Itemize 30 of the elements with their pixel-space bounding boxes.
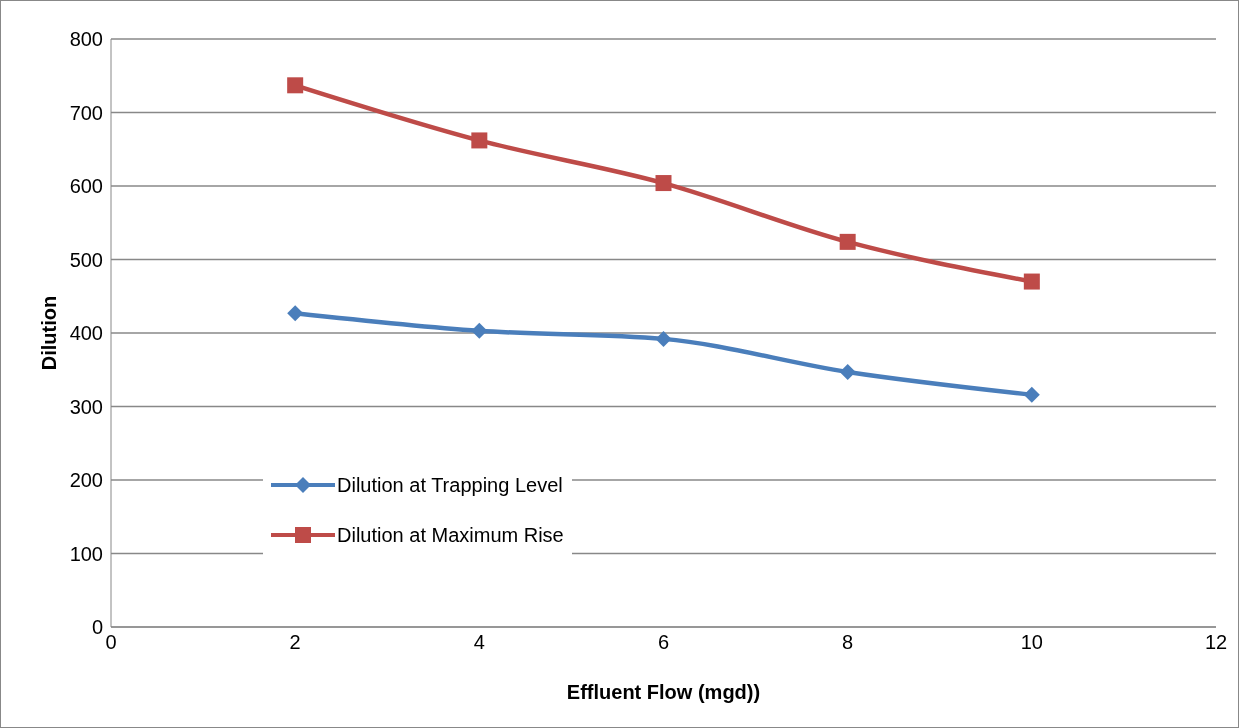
point [839,233,856,250]
legend-label: Dilution at Maximum Rise [337,523,564,547]
x-tick-label: 10 [1020,631,1043,654]
y-tick-label: 400 [69,322,103,345]
point [471,322,488,339]
point [839,363,856,380]
point [287,77,304,94]
point [1023,273,1040,290]
y-tick-label: 500 [69,248,103,271]
point [471,132,488,149]
y-tick-label: 0 [91,616,103,639]
y-tick-label: 700 [69,101,103,124]
x-tick-label: 8 [842,631,854,654]
x-axis-title: Effluent Flow (mgd)) [566,681,761,703]
point [1023,386,1040,403]
x-tick-label: 6 [657,631,670,654]
y-tick-label: 300 [69,395,103,418]
point [287,305,304,322]
y-tick-label: 200 [69,469,103,492]
y-tick-label: 800 [69,28,103,51]
point [655,175,672,192]
x-tick-label: 4 [473,631,485,654]
x-tick-label: 2 [289,631,301,654]
point [655,330,672,347]
y-tick-label: 100 [69,542,103,565]
y-tick-label: 600 [69,175,103,198]
x-tick-label: 12 [1204,631,1228,654]
x-tick-label: 0 [105,631,117,654]
y-axis-title: Dilution [38,295,61,371]
legend-label: Dilution at Trapping Level [337,473,563,497]
